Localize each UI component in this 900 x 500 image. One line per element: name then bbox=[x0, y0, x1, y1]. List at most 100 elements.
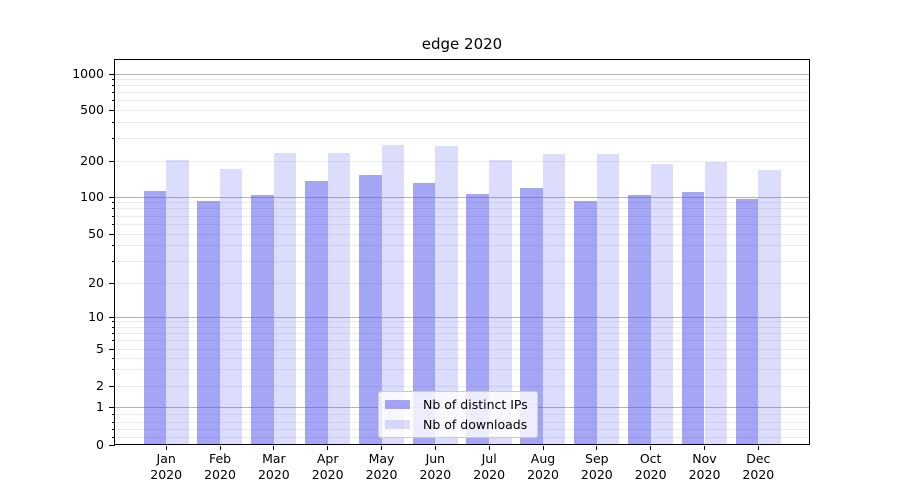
x-tick-label: Jun 2020 bbox=[403, 451, 467, 482]
x-tick-label-month: Jul bbox=[481, 451, 497, 466]
bar-downloads-jul bbox=[489, 159, 512, 444]
x-tick bbox=[542, 446, 544, 450]
bar-distinct-ips-jul bbox=[466, 194, 490, 444]
x-tick-label-month: Mar bbox=[262, 451, 286, 466]
bar-distinct-ips-may bbox=[358, 174, 382, 444]
y-minor-tick bbox=[111, 321, 115, 323]
bar-distinct-ips-sep bbox=[574, 200, 597, 444]
y-tick bbox=[109, 316, 115, 318]
x-tick bbox=[381, 446, 383, 450]
x-tick bbox=[757, 446, 759, 450]
y-minor-tick bbox=[111, 260, 115, 262]
legend-swatch-downloads bbox=[385, 419, 410, 429]
y-minor-tick bbox=[111, 92, 115, 94]
legend-item-downloads: Nb of downloads bbox=[385, 416, 528, 432]
x-tick bbox=[327, 446, 329, 450]
y-tick bbox=[109, 444, 115, 446]
bar-downloads-jun bbox=[435, 146, 458, 444]
y-minor-tick bbox=[111, 160, 115, 162]
x-tick-label-year: 2020 bbox=[634, 466, 667, 482]
x-tick-label-month: Oct bbox=[639, 451, 662, 466]
x-tick-label-month: Feb bbox=[208, 451, 232, 466]
chart-title: edge 2020 bbox=[421, 35, 503, 53]
bar-distinct-ips-feb bbox=[197, 200, 221, 444]
bar-downloads-sep bbox=[596, 154, 620, 444]
y-tick-label: 1000 bbox=[72, 66, 104, 81]
gridline-minor bbox=[115, 357, 809, 359]
x-tick-label: Jan 2020 bbox=[134, 451, 198, 482]
y-tick-label: 50 bbox=[88, 226, 104, 241]
y-minor-tick bbox=[111, 202, 115, 204]
x-tick-label-month: May bbox=[368, 451, 395, 466]
legend-label-downloads: Nb of downloads bbox=[423, 416, 528, 432]
x-tick bbox=[704, 446, 705, 450]
bar-distinct-ips-mar bbox=[251, 195, 274, 444]
y-minor-tick bbox=[111, 78, 115, 80]
gridline-minor bbox=[115, 92, 809, 94]
gridline-minor bbox=[115, 208, 809, 210]
gridline-minor bbox=[115, 340, 809, 342]
x-tick bbox=[219, 446, 221, 450]
bar-distinct-ips-apr bbox=[304, 181, 328, 444]
x-tick-label-year: 2020 bbox=[527, 466, 559, 482]
gridline-minor bbox=[115, 160, 809, 162]
x-tick-label-year: 2020 bbox=[257, 466, 290, 482]
y-minor-tick bbox=[111, 223, 115, 225]
x-tick-label-month: Jan bbox=[156, 451, 176, 466]
gridline-minor bbox=[115, 223, 809, 225]
y-minor-tick bbox=[111, 85, 115, 87]
x-tick-label: Sep 2020 bbox=[565, 451, 629, 482]
x-tick bbox=[488, 446, 490, 450]
x-tick-label-year: 2020 bbox=[742, 466, 775, 482]
gridline-major bbox=[115, 316, 809, 318]
x-tick-label: Mar 2020 bbox=[242, 451, 306, 482]
y-minor-tick bbox=[111, 215, 115, 217]
y-tick-label: 20 bbox=[88, 275, 104, 290]
gridline-minor bbox=[115, 332, 809, 334]
bar-distinct-ips-jun bbox=[412, 182, 436, 444]
y-tick-label: 100 bbox=[80, 189, 104, 204]
bar-downloads-feb bbox=[220, 169, 243, 444]
x-tick-label-year: 2020 bbox=[688, 466, 721, 482]
x-tick bbox=[165, 446, 167, 450]
y-tick-label: 2 bbox=[96, 378, 104, 393]
bar-downloads-nov bbox=[704, 162, 727, 444]
gridline-minor bbox=[115, 78, 809, 80]
gridline-major bbox=[115, 196, 809, 198]
y-tick bbox=[109, 196, 115, 198]
y-minor-tick bbox=[111, 340, 115, 342]
x-tick-label-month: Nov bbox=[692, 451, 717, 466]
gridline-minor bbox=[115, 245, 809, 247]
bar-downloads-apr bbox=[327, 153, 351, 444]
x-tick-label: Feb 2020 bbox=[188, 451, 252, 482]
x-tick bbox=[596, 446, 598, 450]
x-tick-label-year: 2020 bbox=[311, 466, 344, 482]
y-minor-tick bbox=[111, 233, 115, 235]
gridline-minor bbox=[115, 215, 809, 217]
bar-downloads-dec bbox=[758, 170, 781, 444]
x-tick-label: Aug 2020 bbox=[511, 451, 575, 482]
y-minor-tick bbox=[111, 421, 115, 423]
x-tick-label: Dec 2020 bbox=[726, 451, 790, 482]
y-minor-tick bbox=[111, 414, 115, 416]
x-tick bbox=[273, 446, 275, 450]
x-tick-label-month: Dec bbox=[746, 451, 771, 466]
y-minor-tick bbox=[111, 332, 115, 334]
y-tick-label: 500 bbox=[80, 102, 104, 117]
y-minor-tick bbox=[111, 282, 115, 284]
x-tick bbox=[434, 446, 436, 450]
gridline-minor bbox=[115, 121, 809, 123]
y-minor-tick bbox=[111, 348, 115, 350]
bar-downloads-aug bbox=[543, 154, 566, 444]
y-tick bbox=[109, 73, 115, 75]
x-tick-label: Jul 2020 bbox=[457, 451, 521, 482]
x-tick-label-year: 2020 bbox=[150, 466, 183, 482]
x-tick-label-month: Aug bbox=[530, 451, 556, 466]
y-minor-tick bbox=[111, 208, 115, 210]
gridline-minor bbox=[115, 202, 809, 204]
legend: Nb of distinct IPs Nb of downloads bbox=[378, 391, 538, 438]
x-tick-label-year: 2020 bbox=[580, 466, 613, 482]
bar-distinct-ips-jan bbox=[143, 190, 167, 444]
x-tick-label-year: 2020 bbox=[473, 466, 506, 482]
